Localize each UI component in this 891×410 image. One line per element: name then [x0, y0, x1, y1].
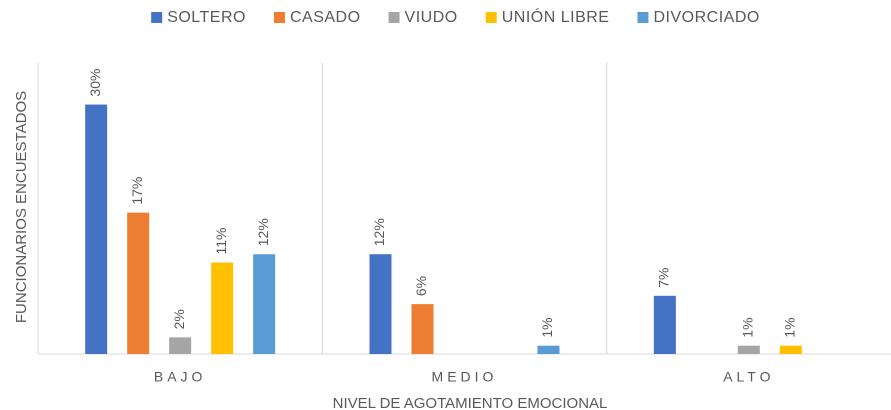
- data-label: 1%: [539, 317, 555, 337]
- bar: [779, 345, 802, 354]
- legend-label: UNIÓN LIBRE: [502, 7, 610, 26]
- data-label: 1%: [782, 317, 798, 337]
- y-axis-title: FUNCIONARIOS ENCUESTADOS: [13, 91, 30, 323]
- legend-swatch: [637, 12, 649, 23]
- legend-swatch: [485, 12, 497, 23]
- bar: [737, 345, 760, 354]
- legend-label: SOLTERO: [167, 9, 246, 26]
- data-label: 12%: [371, 218, 387, 246]
- data-label: 2%: [171, 309, 187, 329]
- legend-swatch: [151, 12, 163, 23]
- legend-label: VIUDO: [405, 9, 458, 26]
- legend-swatch: [388, 12, 400, 23]
- data-label: 7%: [656, 268, 672, 288]
- bar: [85, 104, 108, 354]
- legend-label: CASADO: [290, 9, 361, 26]
- bar: [537, 345, 560, 354]
- bar: [653, 295, 676, 354]
- bar: [253, 254, 276, 354]
- data-label: 17%: [129, 177, 145, 205]
- data-label: 11%: [213, 228, 229, 255]
- x-tick-label: MEDIO: [432, 369, 498, 385]
- data-label: 30%: [87, 69, 103, 97]
- x-tick-label: ALTO: [723, 369, 774, 385]
- x-axis-title: NIVEL DE AGOTAMIENTO EMOCIONAL: [333, 395, 608, 410]
- legend-swatch: [273, 12, 285, 23]
- x-tick-label: BAJO: [154, 369, 207, 385]
- bar: [127, 212, 150, 354]
- data-label: 1%: [740, 317, 756, 337]
- data-label: 6%: [413, 276, 429, 296]
- bar: [411, 304, 434, 354]
- legend: SOLTERO CASADO VIUDO UNIÓN LIBRE DIVORCIADO: [151, 7, 759, 26]
- bar: [369, 254, 392, 354]
- bar: [211, 262, 234, 354]
- legend-label: DIVORCIADO: [653, 9, 759, 26]
- data-label: 12%: [255, 218, 271, 246]
- bar: [169, 337, 192, 354]
